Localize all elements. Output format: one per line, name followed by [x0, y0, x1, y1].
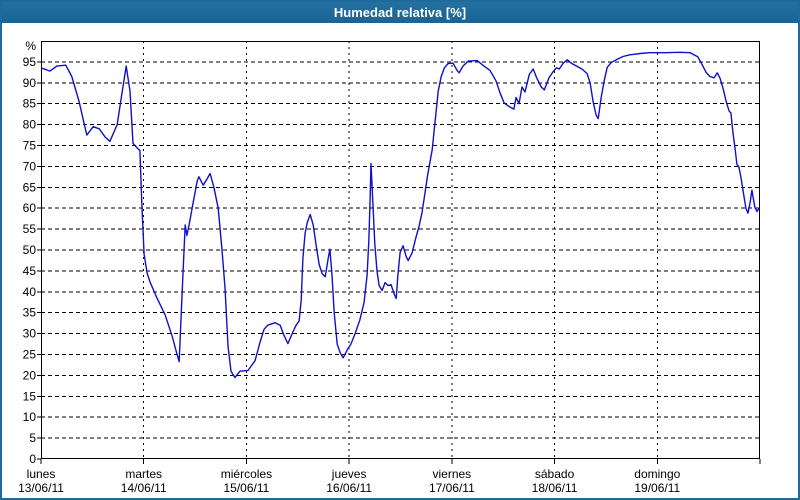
x-day-date-label: 17/06/11 [429, 481, 475, 495]
x-day-date-label: 19/06/11 [634, 481, 680, 495]
x-day-date-label: 14/06/11 [121, 481, 167, 495]
y-tick-label: 0 [29, 452, 36, 466]
y-tick-label: 55 [23, 222, 37, 236]
x-day-name-label: jueves [331, 467, 367, 481]
x-day-name-label: martes [125, 467, 162, 481]
x-day-date-label: 16/06/11 [326, 481, 372, 495]
humidity-line [41, 51, 760, 379]
y-tick-label: 30 [23, 327, 37, 341]
y-tick-label: 60 [23, 201, 37, 215]
y-tick-label: 45 [23, 264, 37, 278]
window-titlebar: Humedad relativa [%] [2, 2, 798, 23]
y-tick-label: 65 [23, 180, 37, 194]
x-day-date-label: 13/06/11 [18, 481, 64, 495]
humidity-chart: 0 5 10 15 20 25 30 35 40 45 50 55 60 65 70 75 80 85 90 95% l… [2, 23, 798, 498]
x-day-date-label: 18/06/11 [532, 481, 578, 495]
y-tick-label: 90 [23, 76, 37, 90]
y-tick-label: 80 [23, 118, 37, 132]
chart-canvas: 0 5 10 15 20 25 30 35 40 45 50 55 60 65 70 75 80 85 90 95% l… [18, 39, 761, 495]
y-tick-label: 40 [23, 285, 37, 299]
x-day-name-label: lunes [27, 467, 56, 481]
y-tick-label: 5 [29, 431, 36, 445]
y-tick-label: 20 [23, 368, 37, 382]
x-day-name-label: domingo [634, 467, 680, 481]
y-axis-unit-label: % [25, 39, 36, 53]
y-tick-label: 15 [23, 389, 37, 403]
y-tick-label: 35 [23, 306, 37, 320]
x-day-name-label: miércoles [221, 467, 272, 481]
plot-border [41, 41, 760, 459]
y-tick-label: 25 [23, 348, 37, 362]
y-tick-label: 10 [23, 410, 37, 424]
y-tick-label: 50 [23, 243, 37, 257]
x-day-name-label: sábado [535, 467, 575, 481]
y-tick-label: 75 [23, 139, 37, 153]
y-tick-label: 70 [23, 159, 37, 173]
x-day-date-label: 15/06/11 [224, 481, 270, 495]
y-tick-label: 95 [23, 55, 37, 69]
chart-title: Humedad relativa [%] [333, 5, 467, 20]
x-day-name-label: viernes [433, 467, 472, 481]
y-tick-label: 85 [23, 97, 37, 111]
